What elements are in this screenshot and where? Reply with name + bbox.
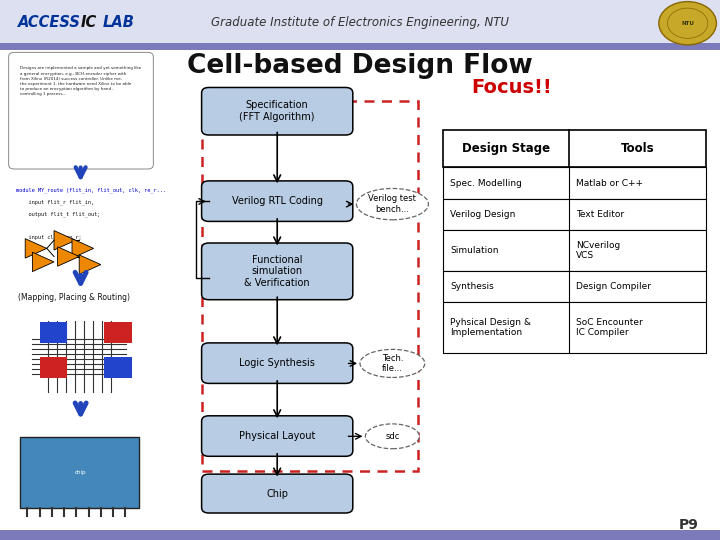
Bar	[40, 357, 67, 378]
Text: Design Compiler: Design Compiler	[576, 282, 651, 291]
Polygon shape	[32, 252, 54, 272]
Text: Tools: Tools	[621, 142, 654, 155]
Ellipse shape	[356, 188, 428, 220]
Bar	[20, 437, 139, 508]
Text: chip: chip	[75, 470, 86, 475]
FancyBboxPatch shape	[202, 474, 353, 513]
Text: Designs are implemented a sample and yet something like
a general encryption, e.: Designs are implemented a sample and yet…	[20, 66, 141, 97]
Text: input flit_r flit_in,: input flit_r flit_in,	[16, 199, 94, 205]
Bar	[104, 322, 132, 343]
Bar	[443, 302, 706, 353]
Text: P9: P9	[678, 518, 698, 532]
Bar	[40, 322, 67, 343]
Text: ACCESS: ACCESS	[18, 15, 81, 30]
Text: Cell-based Design Flow: Cell-based Design Flow	[187, 53, 533, 79]
Bar	[443, 130, 706, 167]
Text: Functional
simulation
& Verification: Functional simulation & Verification	[244, 255, 310, 288]
Text: module MY_route (flit_in, flit_out, clk, re_r...: module MY_route (flit_in, flit_out, clk,…	[16, 187, 166, 193]
Bar	[443, 167, 706, 199]
Text: output flit_t flit_out;: output flit_t flit_out;	[16, 211, 100, 217]
FancyBboxPatch shape	[202, 343, 353, 383]
Ellipse shape	[360, 349, 425, 377]
Polygon shape	[58, 247, 79, 266]
Bar	[0, 530, 720, 540]
Text: sdc: sdc	[385, 432, 400, 441]
Text: Pyhsical Design &
Implementation: Pyhsical Design & Implementation	[450, 318, 531, 337]
FancyBboxPatch shape	[202, 181, 353, 221]
Text: Focus!!: Focus!!	[472, 78, 552, 97]
Text: Simulation: Simulation	[450, 246, 498, 255]
Text: Verilog RTL Coding: Verilog RTL Coding	[232, 196, 323, 206]
Text: Chip: Chip	[266, 489, 288, 498]
Text: NCverilog
VCS: NCverilog VCS	[576, 241, 621, 260]
FancyBboxPatch shape	[9, 52, 153, 169]
Text: input clk, ren_r;: input clk, ren_r;	[16, 235, 81, 240]
Text: Synthesis: Synthesis	[450, 282, 494, 291]
Circle shape	[659, 2, 716, 45]
Text: Specification
(FFT Algorithm): Specification (FFT Algorithm)	[240, 100, 315, 122]
Text: SoC Encounter
IC Compiler: SoC Encounter IC Compiler	[576, 318, 643, 337]
Bar	[0, 0, 720, 44]
Text: LAB: LAB	[103, 15, 135, 30]
Ellipse shape	[366, 424, 419, 449]
Text: Logic Synthesis: Logic Synthesis	[239, 358, 315, 368]
Text: Spec. Modelling: Spec. Modelling	[450, 179, 522, 187]
Polygon shape	[54, 231, 76, 250]
Bar	[443, 199, 706, 230]
FancyBboxPatch shape	[202, 416, 353, 456]
Text: (Mapping, Placing & Routing): (Mapping, Placing & Routing)	[18, 293, 130, 301]
Text: Verilog Design: Verilog Design	[450, 210, 516, 219]
Polygon shape	[72, 239, 94, 258]
Text: Design Stage: Design Stage	[462, 142, 550, 155]
Polygon shape	[79, 255, 101, 274]
Text: Text Editor: Text Editor	[576, 210, 624, 219]
Text: NTU: NTU	[681, 21, 694, 26]
FancyBboxPatch shape	[202, 243, 353, 300]
Bar	[443, 230, 706, 271]
Bar	[104, 357, 132, 378]
Text: Verilog test
bench...: Verilog test bench...	[369, 194, 416, 214]
Polygon shape	[25, 239, 47, 258]
FancyBboxPatch shape	[202, 87, 353, 135]
Bar	[0, 43, 720, 50]
Text: IC: IC	[81, 15, 97, 30]
Text: Matlab or C++: Matlab or C++	[576, 179, 643, 187]
Text: Physical Layout: Physical Layout	[239, 431, 315, 441]
Text: Graduate Institute of Electronics Engineering, NTU: Graduate Institute of Electronics Engine…	[211, 16, 509, 29]
Bar	[443, 271, 706, 302]
Text: Tech.
file...: Tech. file...	[382, 354, 403, 373]
